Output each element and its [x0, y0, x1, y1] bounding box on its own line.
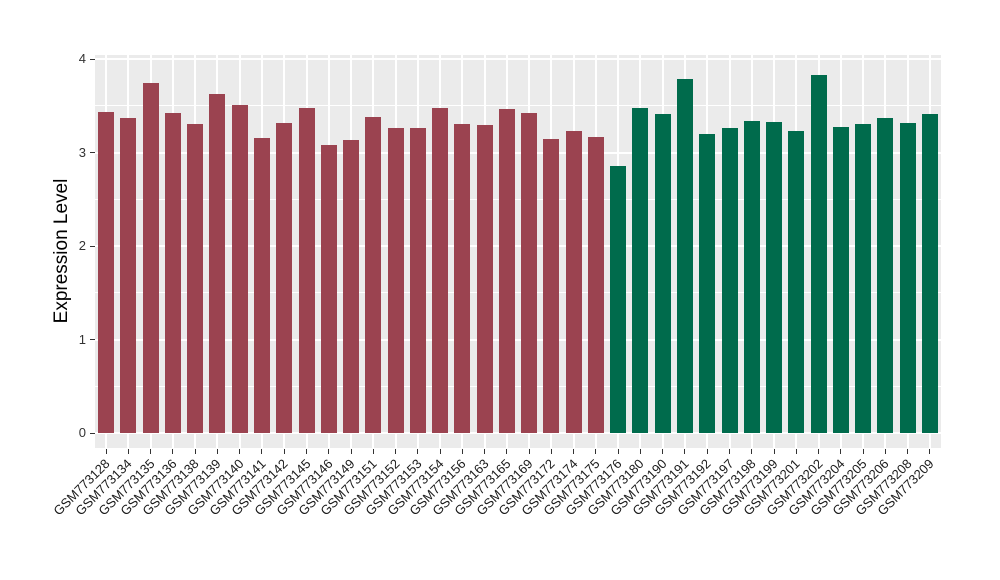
x-tick-mark — [729, 449, 730, 454]
bar — [543, 139, 560, 433]
x-tick-mark — [929, 449, 931, 454]
bar — [921, 114, 938, 433]
x-tick-mark — [662, 449, 664, 454]
x-tick-mark — [150, 449, 152, 454]
x-tick-mark — [595, 449, 597, 454]
x-tick-mark — [907, 449, 909, 454]
bar — [209, 93, 226, 433]
bar — [721, 128, 738, 433]
bar — [877, 117, 894, 433]
x-tick-mark — [862, 449, 864, 454]
x-tick-mark — [773, 449, 775, 454]
bar — [409, 128, 426, 433]
bar — [810, 74, 827, 433]
bar — [231, 104, 248, 433]
x-tick-mark — [684, 449, 686, 454]
x-tick-mark — [216, 449, 218, 454]
x-tick-mark — [528, 449, 530, 454]
bar — [521, 113, 538, 433]
y-gridline-major — [95, 245, 941, 247]
bar — [276, 122, 293, 433]
x-tick-mark — [328, 449, 330, 454]
bar — [632, 107, 649, 433]
y-tick-mark — [90, 432, 95, 434]
bar — [454, 123, 471, 433]
y-gridline-major — [95, 151, 941, 154]
plot-panel — [95, 55, 941, 448]
y-tick-mark — [90, 339, 95, 340]
y-tick-mark — [90, 152, 95, 153]
x-tick-mark — [795, 449, 797, 454]
bar — [676, 78, 693, 433]
bar — [654, 114, 671, 433]
x-tick-mark — [818, 449, 820, 454]
x-tick-mark — [239, 449, 241, 454]
bar — [476, 125, 493, 433]
bar — [699, 133, 716, 433]
x-tick-mark — [617, 449, 619, 454]
bar — [253, 137, 270, 433]
x-tick-mark — [306, 449, 307, 454]
y-gridline-major — [95, 338, 941, 341]
x-tick-mark — [350, 449, 352, 454]
bar — [120, 117, 137, 433]
bar — [187, 123, 204, 433]
y-tick-label: 1 — [78, 331, 86, 347]
y-gridline-minor — [95, 292, 941, 294]
y-gridline-major — [95, 432, 941, 434]
y-gridline-minor — [95, 385, 941, 387]
x-tick-mark — [395, 449, 397, 454]
x-tick-mark — [417, 449, 419, 454]
bar — [788, 130, 805, 433]
bar — [498, 109, 515, 433]
bar — [832, 127, 849, 433]
x-tick-mark — [506, 449, 508, 454]
bar — [387, 128, 404, 433]
y-tick-label: 3 — [78, 144, 86, 160]
bar — [743, 120, 760, 433]
x-tick-mark — [439, 449, 441, 454]
x-tick-mark — [706, 449, 708, 454]
y-gridline-major — [95, 58, 941, 60]
bar — [587, 136, 604, 433]
bar — [365, 116, 382, 433]
x-tick-mark — [484, 449, 486, 454]
x-tick-mark — [127, 449, 129, 454]
y-tick-mark — [90, 245, 95, 247]
x-tick-mark — [194, 449, 196, 454]
bar — [766, 121, 783, 433]
x-tick-mark — [840, 449, 842, 454]
x-tick-mark — [283, 449, 285, 454]
y-tick-label: 2 — [78, 238, 86, 253]
x-tick-mark — [105, 449, 107, 454]
x-tick-mark — [461, 449, 463, 454]
bar — [320, 145, 337, 433]
bar — [610, 165, 627, 433]
x-tick-mark — [261, 449, 263, 454]
x-tick-mark — [884, 449, 886, 454]
bar — [343, 140, 360, 433]
x-tick-mark — [573, 449, 575, 454]
bar — [298, 107, 315, 433]
bar — [142, 83, 159, 433]
x-tick-mark — [372, 449, 374, 454]
bar — [899, 122, 916, 433]
bar — [565, 130, 582, 433]
bar — [855, 124, 872, 433]
y-gridline-minor — [95, 105, 941, 107]
bar — [432, 107, 449, 433]
y-tick-label: 4 — [78, 51, 86, 66]
x-tick-mark — [639, 449, 641, 454]
x-tick-mark — [172, 449, 174, 454]
y-tick-label: 0 — [78, 425, 86, 440]
y-tick-mark — [90, 58, 95, 60]
x-tick-mark — [550, 449, 552, 454]
y-gridline-minor — [95, 198, 941, 200]
x-tick-mark — [751, 449, 753, 454]
bar — [98, 112, 115, 433]
bar — [164, 113, 181, 433]
